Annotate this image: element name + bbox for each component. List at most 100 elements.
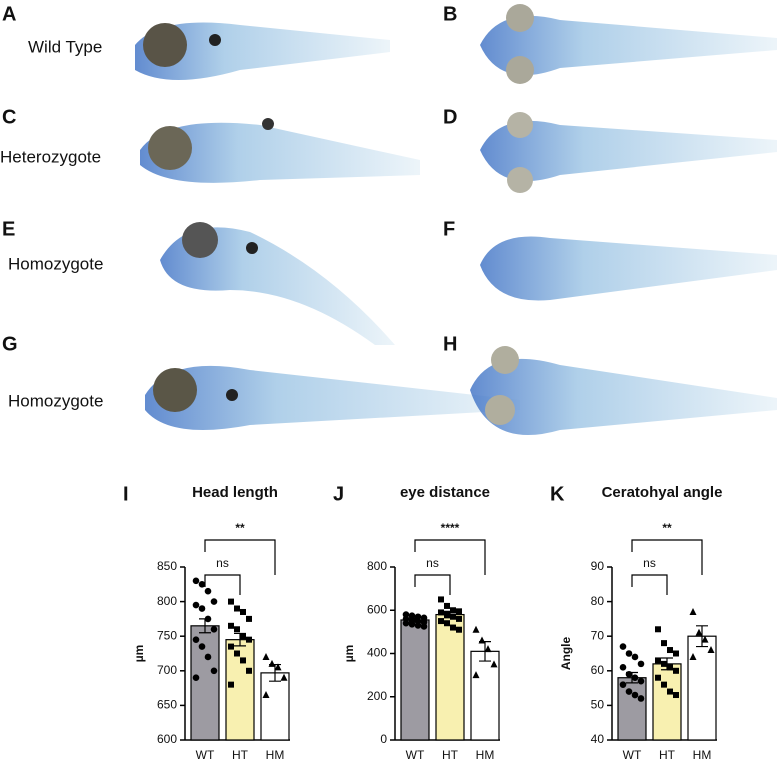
significance-bracket [631,539,703,575]
significance-label: ** [662,521,672,535]
data-point [234,650,240,657]
panel-letter: K [550,483,565,505]
fish-images [135,4,777,435]
y-tick-label: 700 [157,663,177,677]
data-point [667,688,673,695]
data-point [210,625,218,633]
data-point [210,667,218,675]
significance-bracket [204,574,241,595]
significance-label: ns [426,556,439,570]
data-point [414,622,422,629]
chart: I Head length µm 600 650 700 750 800 850 WT HT HM ns… [123,483,290,762]
error-bar [696,625,708,648]
data-point [655,626,661,633]
y-tick-label: 650 [157,698,177,712]
panel-label: Homozygote [8,391,103,410]
y-axis-label: µm [132,645,146,663]
data-point [456,615,462,622]
x-tick-label: HT [442,748,459,762]
y-axis-label: µm [342,645,356,663]
data-point [661,640,667,647]
data-point [661,660,667,667]
y-tick-label: 200 [367,689,387,703]
data-point [456,608,462,615]
bar [400,619,430,741]
significance-bracket [631,574,668,595]
y-tick-label: 600 [367,602,387,616]
data-point [701,635,709,643]
y-tick-label: 90 [591,559,605,573]
data-point [631,674,639,682]
panel-letter: A [2,3,16,25]
data-point [234,605,240,612]
data-point [631,691,639,699]
data-point [438,609,444,616]
bar [190,625,220,741]
data-point [619,664,627,671]
significance-label: ns [216,556,229,570]
panel-letter: D [443,106,457,128]
data-point [472,671,480,679]
x-tick-label: WT [623,748,642,762]
panel-label: Heterozygote [0,147,101,166]
data-point [438,618,444,625]
data-point [667,664,673,671]
data-point [631,653,639,661]
data-point [240,608,246,615]
panel-letter: I [123,483,129,505]
data-point [673,650,679,657]
y-tick-label: 40 [591,732,605,746]
bar [687,635,717,741]
significance-bracket [414,539,486,575]
y-tick-label: 600 [157,732,177,746]
data-point [625,688,633,695]
data-point [192,601,200,609]
data-point [402,619,410,627]
significance-bracket [414,574,451,595]
data-point [450,607,456,614]
data-point [655,657,661,664]
data-point [204,615,212,623]
data-point [689,652,697,660]
data-point [625,670,633,678]
panel-letter: C [2,106,16,128]
data-point [262,652,270,660]
data-point [625,650,633,657]
y-tick-label: 60 [591,663,605,677]
x-tick-label: WT [196,748,215,762]
bar [435,613,465,741]
data-point [456,626,462,633]
data-point [420,623,428,630]
significance-label: **** [441,521,460,535]
data-point [637,677,645,685]
data-point [707,646,715,654]
data-point [673,667,679,674]
data-point [408,621,416,628]
chart-title: eye distance [400,484,490,501]
x-tick-label: WT [406,748,425,762]
panel-letter: J [333,483,344,505]
data-point [667,647,673,654]
data-point [444,611,450,618]
data-point [444,602,450,609]
data-point [240,657,246,664]
data-point [478,636,486,644]
y-tick-label: 400 [367,646,387,660]
data-point [484,645,492,653]
data-point [204,587,212,595]
data-point [438,596,444,603]
data-point [619,681,627,688]
data-point [198,581,206,588]
data-point [228,681,234,688]
x-tick-label: HM [693,748,712,762]
data-point [637,695,645,702]
data-point [472,625,480,633]
data-point [228,622,234,629]
data-point [619,643,627,650]
data-point [192,636,200,643]
data-point [198,643,206,650]
significance-label: ns [643,556,656,570]
data-point [274,663,282,671]
